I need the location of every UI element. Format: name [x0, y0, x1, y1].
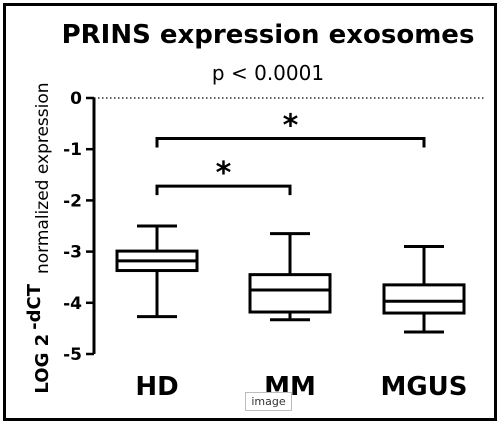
significance-brackets: ** — [155, 108, 426, 196]
image-tag: image — [245, 392, 292, 411]
x-tick-label: HD — [135, 372, 178, 402]
bracket-line — [155, 136, 426, 148]
y-tick-label: -3 — [63, 243, 82, 263]
significance-star: * — [216, 156, 232, 191]
bracket-line — [155, 184, 292, 196]
significance-star: * — [283, 108, 299, 143]
box-mm — [248, 232, 332, 322]
y-tick-label: -1 — [63, 140, 82, 160]
chart-frame — [3, 3, 497, 421]
y-axis-label: LOG 2 -dCT normalized expression — [24, 82, 53, 393]
y-tick-label: -2 — [63, 191, 82, 211]
chart-title: PRINS expression exosomes — [62, 20, 475, 50]
chart-subtitle: p < 0.0001 — [212, 61, 324, 85]
interquartile-box — [382, 283, 466, 315]
box-mgus — [382, 244, 466, 334]
y-axis-label-sub: normalized expression — [33, 82, 53, 274]
svg-text:LOG 2 -dCT normali: LOG 2 -dCT normalized expression — [24, 82, 53, 393]
significance-bracket: * — [155, 156, 292, 196]
axes: 0-1-2-3-4-5HD MM MGUS — [63, 89, 486, 402]
y-axis-label-main: LOG 2 — [32, 334, 53, 394]
box-marks — [115, 224, 466, 334]
y-tick-label: -4 — [63, 294, 82, 314]
x-tick-label: MGUS — [380, 372, 467, 402]
significance-bracket: * — [155, 108, 426, 148]
y-tick-label: 0 — [70, 89, 82, 109]
y-tick-label: -5 — [63, 345, 82, 365]
interquartile-box — [248, 273, 332, 314]
y-axis-label-superscript: -dCT — [24, 283, 45, 330]
box-hd — [115, 224, 199, 319]
